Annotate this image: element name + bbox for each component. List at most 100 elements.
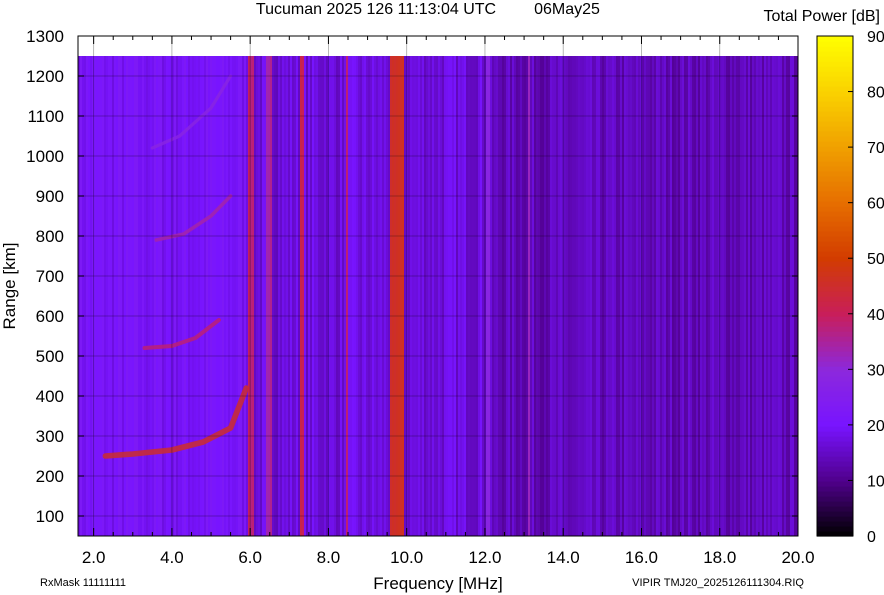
echo-trace: [142, 318, 221, 350]
colorbar-frame: [816, 35, 854, 537]
grid-lines: [78, 35, 799, 536]
heat-column: [538, 56, 541, 536]
chart-date: 06May25: [534, 1, 600, 18]
colorbar-tick-label: 50: [867, 251, 884, 268]
heat-column: [570, 56, 573, 536]
colorbar-segment: [817, 176, 853, 182]
y-tick-label: 300: [36, 427, 64, 446]
heat-column: [400, 56, 403, 536]
heat-column: [210, 56, 213, 536]
heat-column: [196, 56, 199, 536]
heat-column: [542, 56, 545, 536]
heat-column: [664, 56, 667, 536]
heat-column: [80, 56, 83, 536]
heat-column: [308, 56, 311, 536]
heat-column: [198, 56, 201, 536]
heat-column: [652, 56, 655, 536]
heat-column: [730, 56, 733, 536]
heat-column: [498, 56, 501, 536]
heat-column: [232, 56, 235, 536]
heat-column: [444, 56, 447, 536]
heat-column: [466, 56, 469, 536]
colorbar-segment: [817, 36, 853, 42]
heat-column: [358, 56, 361, 536]
heat-column: [536, 56, 539, 536]
heat-column: [746, 56, 749, 536]
heat-column: [286, 56, 289, 536]
heat-column: [494, 56, 497, 536]
colorbar-segment: [817, 506, 853, 512]
colorbar-segment: [817, 226, 853, 232]
heat-column: [458, 56, 461, 536]
heat-column: [784, 56, 787, 536]
heat-column: [692, 56, 695, 536]
chart-title: Tucuman 2025 126 11:13:04 UTC: [256, 1, 496, 18]
heat-column: [700, 56, 703, 536]
heat-column: [388, 56, 391, 536]
y-tick-label: 1100: [27, 107, 64, 126]
heat-column: [100, 56, 103, 536]
y-tick-label: 600: [36, 307, 64, 326]
heat-column: [728, 56, 731, 536]
heat-column: [204, 56, 207, 536]
heat-column: [318, 56, 321, 536]
heat-column: [522, 56, 525, 536]
heat-column: [540, 56, 543, 536]
heat-column: [492, 56, 495, 536]
heat-column: [748, 56, 751, 536]
heat-column: [750, 56, 753, 536]
y-tick-label: 500: [36, 347, 64, 366]
heat-column: [312, 56, 315, 536]
heat-column: [668, 56, 671, 536]
heat-column: [416, 56, 419, 536]
heat-column: [560, 56, 563, 536]
heat-column: [240, 56, 243, 536]
heat-column: [356, 56, 359, 536]
heat-column: [202, 56, 205, 536]
heat-column: [294, 56, 297, 536]
heat-column: [766, 56, 769, 536]
heat-column: [760, 56, 763, 536]
heat-column: [720, 56, 723, 536]
heat-column: [118, 56, 121, 536]
heat-column: [174, 56, 177, 536]
heat-column: [606, 56, 609, 536]
heat-column: [554, 56, 557, 536]
colorbar-segment: [817, 96, 853, 102]
heat-column: [338, 56, 341, 536]
heat-column: [562, 56, 565, 536]
heat-column: [348, 56, 351, 536]
heat-column: [126, 56, 129, 536]
heat-column: [690, 56, 693, 536]
heat-column: [292, 56, 295, 536]
heat-column: [780, 56, 783, 536]
colorbar-segment: [817, 56, 853, 62]
colorbar-segment: [817, 376, 853, 382]
colorbar-segment: [817, 386, 853, 392]
heat-column: [90, 56, 93, 536]
colorbar-segment: [817, 436, 853, 442]
x-tick-label: 8.0: [317, 548, 341, 567]
heat-column: [354, 56, 357, 536]
heat-column: [770, 56, 773, 536]
heat-column: [602, 56, 605, 536]
colorbar-segment: [817, 381, 853, 387]
heat-column: [666, 56, 669, 536]
heat-column: [762, 56, 765, 536]
heat-column: [480, 56, 483, 536]
heat-column: [528, 56, 531, 536]
heat-column: [188, 56, 191, 536]
heat-column: [574, 56, 577, 536]
heat-column: [618, 56, 621, 536]
colorbar-segment: [817, 481, 853, 487]
heat-column: [742, 56, 745, 536]
heat-column: [472, 56, 475, 536]
heat-column: [148, 56, 151, 536]
heat-column: [696, 56, 699, 536]
y-axis-label: Range [km]: [0, 243, 19, 330]
colorbar-segment: [817, 221, 853, 227]
colorbar-segment: [817, 196, 853, 202]
colorbar-tick-label: 30: [867, 362, 884, 379]
heat-column: [526, 56, 529, 536]
